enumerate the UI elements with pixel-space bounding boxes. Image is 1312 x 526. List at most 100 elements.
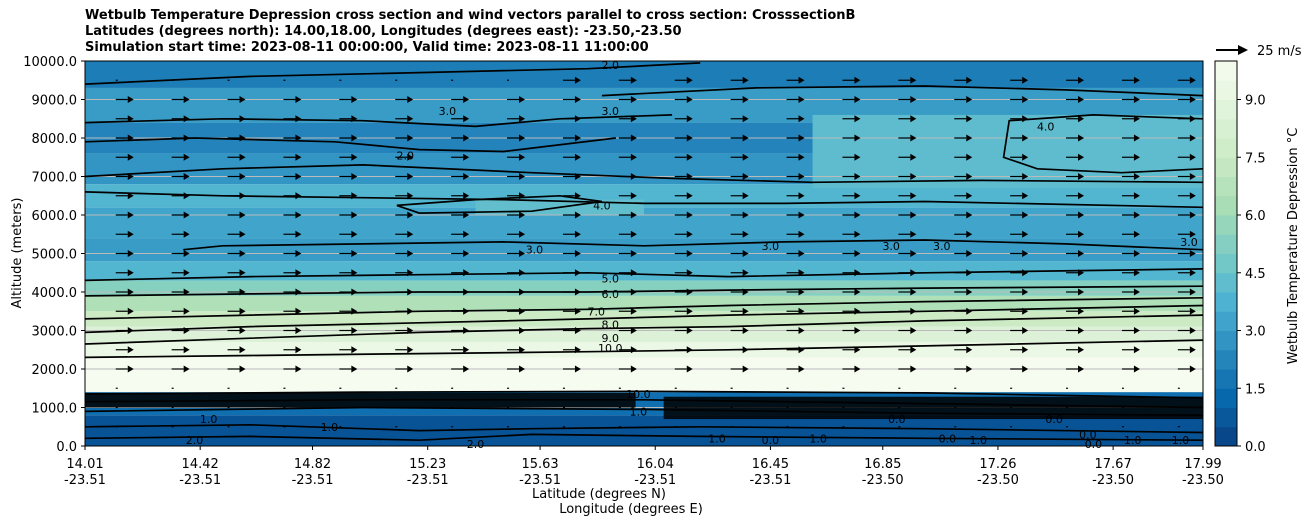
x-tick-label-lat: 14.42 [182,457,219,472]
contour-label: 0.0 [939,432,957,445]
wind-vector-head [127,173,134,180]
wind-vector-head [351,307,358,315]
wind-vector-head [463,192,470,200]
contour-line [85,433,1203,442]
wind-vector-head [742,307,749,315]
wind-vector-head [910,153,917,161]
wind-vector-head [798,250,805,257]
wind-vector-head [966,365,973,373]
wind-vector-head [798,269,805,277]
wind-vector-head [854,134,861,142]
wind-key-label: 25 m/s [1257,44,1302,59]
wind-vector-head [239,153,246,161]
wind-vector-head [686,96,693,103]
colorbar-frame [1214,60,1238,447]
wind-vector-head [798,76,805,84]
x-tick-label-lon: -23.51 [634,473,676,488]
colorbar-segment [1215,407,1237,428]
wind-vector-head [351,153,358,161]
y-tick-label: 8000.0 [32,132,78,147]
wind-vector-head [239,115,246,123]
wind-vector-head [854,307,861,315]
wind-vector-head [966,96,973,103]
wind-vector-head [183,307,190,315]
wind-vector-head [407,153,414,161]
x-axis-label-lon: Longitude (degrees E) [559,502,703,517]
contour-line [85,164,1203,184]
wind-vector-head [686,307,693,315]
wind-vector-head [295,115,302,123]
wind-vector-head [407,230,414,238]
wind-vector-head [966,250,973,257]
colorbar-segment [1215,272,1237,293]
wind-vector-head [686,269,693,277]
wind-vector-head [1133,250,1140,257]
colorbar-segment [1215,138,1237,158]
wind-vector-head [127,250,134,257]
wind-vector-head [183,327,190,334]
contour-label: 1.0 [809,432,827,445]
contour-line [85,296,1203,320]
wind-vector-head [407,269,414,277]
wind-vector-head [798,115,805,123]
contour-line [85,314,1203,345]
wind-vector-head [1078,192,1085,200]
wind-vector-head [1189,115,1196,123]
wind-vector-head [1022,96,1029,103]
wind-vector-head [1022,307,1029,315]
wind-vector-head [1189,250,1196,257]
wind-vector-head [686,211,693,219]
wind-vector-head [630,327,637,334]
x-tick-label-lon: -23.50 [977,473,1019,488]
wind-vector-head [1078,134,1085,142]
wind-vector-head [127,134,134,142]
wind-vector-head [1133,192,1140,200]
wind-vector-head [239,288,246,296]
wind-vector-head [1189,173,1196,180]
wind-vector-head [519,230,526,238]
wind-vector-head [463,307,470,315]
wind-vector-head [574,307,581,315]
wind-vector-head [463,134,470,142]
wind-vector-head [630,211,637,219]
wind-vector-head [1133,230,1140,238]
wind-vector-head [295,269,302,277]
wind-vector-head [463,115,470,123]
contour-fill-band [85,357,1203,393]
wind-vector-head [798,365,805,373]
colorbar-segment [1215,215,1237,235]
wind-vector-head [295,134,302,142]
wind-vector-head [686,327,693,334]
contour-label: 0.0 [1045,413,1063,426]
wind-vector-head [407,327,414,334]
wind-vector-head [798,230,805,238]
colorbar-segment [1215,176,1237,197]
wind-vector-head [854,230,861,238]
wind-vector-head [854,211,861,219]
wind-vector-head [742,134,749,142]
wind-vector-head [351,327,358,334]
wind-vector-head [127,192,134,200]
wind-vector-head [407,211,414,219]
y-tick-label: 3000.0 [32,325,78,340]
contour-label: 3.0 [933,240,951,253]
colorbar-segment [1215,311,1237,331]
wind-vector-head [742,288,749,296]
colorbar-segment [1215,157,1237,177]
wind-vector-head [239,230,246,238]
chart-title: Wetbulb Temperature Depression cross sec… [85,8,855,56]
wind-vector-head [1022,134,1029,142]
wind-vector-head [742,96,749,103]
colorbar-tick-label: 3.0 [1245,325,1266,340]
wind-vector-head [1133,327,1140,334]
wind-vector-head [574,288,581,296]
wind-vector-head [742,346,749,354]
wind-vector-head [798,307,805,315]
colorbar: 0.0 1.5 3.0 4.5 6.0 7.5 9.0 [1214,60,1266,455]
wind-vector-head [686,134,693,142]
wind-vector-head [351,96,358,103]
wind-vector-head [1133,211,1140,219]
wind-vector-head [574,76,581,84]
wind-vector-head [463,327,470,334]
wind-vector-head [966,346,973,354]
